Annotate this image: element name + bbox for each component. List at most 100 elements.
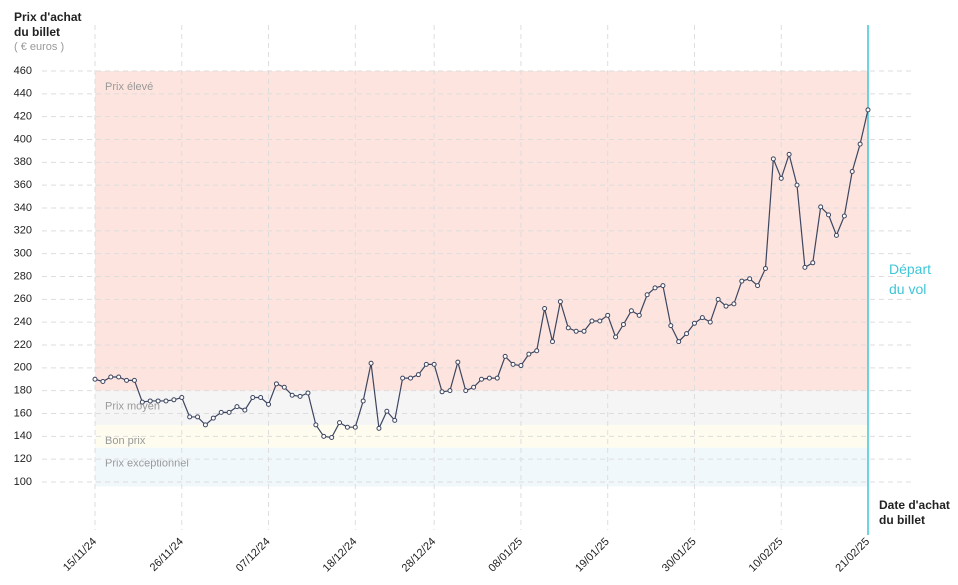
y-axis-unit: ( € euros ) [14, 41, 64, 53]
price-point [557, 299, 563, 305]
price-point [321, 433, 327, 439]
price-band [95, 390, 868, 425]
price-point [329, 434, 335, 440]
price-point [344, 424, 350, 430]
price-point [502, 353, 508, 359]
price-point [273, 381, 279, 387]
price-point [447, 388, 453, 394]
price-point [534, 348, 540, 354]
price-point [179, 395, 185, 401]
price-point [218, 409, 224, 415]
price-point [439, 389, 445, 395]
x-tick-label: 15/11/24 [61, 536, 99, 574]
price-point [415, 372, 421, 378]
price-point [305, 390, 311, 396]
y-tick-label: 320 [14, 225, 32, 237]
price-point [297, 393, 303, 399]
x-tick-label: 21/02/25 [833, 536, 872, 575]
price-point [408, 375, 414, 381]
price-point [841, 213, 847, 219]
band-label: Prix exceptionnel [105, 458, 189, 470]
price-point [281, 384, 287, 390]
price-point [486, 375, 492, 381]
price-point [289, 392, 295, 398]
price-point [755, 283, 761, 289]
price-point [826, 212, 832, 218]
price-point [368, 360, 374, 366]
price-point [715, 296, 721, 302]
price-point [92, 376, 98, 382]
price-point [589, 318, 595, 324]
price-point [250, 395, 256, 401]
price-point [195, 414, 201, 420]
price-point [676, 339, 682, 345]
price-point [494, 375, 500, 381]
price-point [266, 401, 272, 407]
price-point [124, 377, 130, 383]
x-tick-label: 18/12/24 [321, 536, 360, 575]
price-band [95, 447, 868, 487]
y-tick-label: 160 [14, 407, 32, 419]
y-tick-label: 200 [14, 362, 32, 374]
x-tick-label: 10/02/25 [747, 536, 786, 575]
price-point [155, 398, 161, 404]
y-tick-label: 440 [14, 88, 32, 100]
x-tick-label: 26/11/24 [148, 536, 186, 574]
price-point [423, 361, 429, 367]
band-label: Bon prix [105, 435, 146, 447]
x-tick-label: 19/01/25 [573, 536, 612, 575]
price-point [628, 308, 634, 314]
price-point [337, 420, 343, 426]
departure-label: Départ du vol [889, 261, 931, 297]
price-point [620, 321, 626, 327]
price-point [652, 285, 658, 291]
price-point [400, 375, 406, 381]
y-tick-label: 460 [14, 65, 32, 77]
price-point [455, 359, 461, 365]
x-tick-label: 28/12/24 [400, 536, 439, 575]
price-point [108, 374, 114, 380]
x-tick-label: 30/01/25 [660, 536, 699, 575]
band-label: Prix élevé [105, 81, 153, 93]
price-point [431, 361, 437, 367]
y-tick-label: 280 [14, 270, 32, 282]
y-tick-label: 100 [14, 476, 32, 488]
y-tick-label: 260 [14, 293, 32, 305]
price-point [581, 328, 587, 334]
price-point [163, 398, 169, 404]
price-point [810, 260, 816, 266]
price-point [770, 156, 776, 162]
price-band [95, 71, 868, 391]
price-point [684, 331, 690, 337]
price-point [636, 312, 642, 318]
price-point [731, 301, 737, 307]
price-point [605, 312, 611, 318]
price-point [849, 168, 855, 174]
price-point [802, 264, 808, 270]
x-tick-label: 07/12/24 [234, 536, 273, 575]
price-point [786, 151, 792, 157]
price-point [147, 398, 153, 404]
price-point [471, 384, 477, 390]
price-point [510, 361, 516, 367]
price-point [565, 325, 571, 331]
price-point [865, 107, 871, 113]
y-tick-label: 380 [14, 156, 32, 168]
price-point [668, 323, 674, 329]
y-tick-label: 300 [14, 248, 32, 260]
price-point [376, 425, 382, 431]
price-point [542, 305, 548, 311]
y-tick-label: 360 [14, 179, 32, 191]
price-point [762, 266, 768, 272]
price-point [360, 398, 366, 404]
price-point [392, 417, 398, 423]
price-point [187, 414, 193, 420]
y-tick-label: 420 [14, 111, 32, 123]
price-point [691, 320, 697, 326]
price-band [95, 424, 868, 448]
price-point [210, 415, 216, 421]
price-point [699, 315, 705, 321]
price-point [139, 399, 145, 405]
price-point [518, 363, 524, 369]
price-point [131, 377, 137, 383]
